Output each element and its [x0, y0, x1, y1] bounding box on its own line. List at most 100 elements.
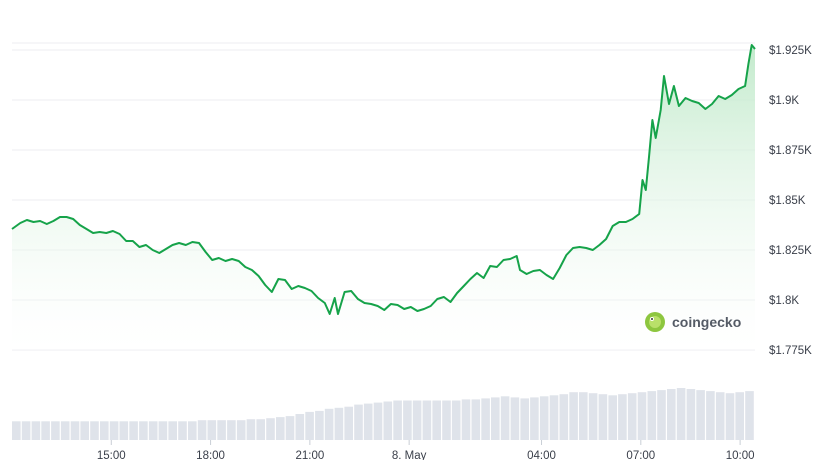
coingecko-watermark: coingecko — [645, 312, 741, 332]
volume-bar — [51, 421, 60, 440]
y-axis: $1.775K $1.8K $1.825K $1.85K $1.875K $1.9K $1.… — [769, 45, 812, 357]
volume-bar — [725, 393, 735, 440]
volume-bar — [246, 419, 256, 440]
volume-bar — [676, 388, 686, 440]
volume-bar — [324, 408, 334, 440]
volume-bar — [363, 403, 373, 440]
volume-bar — [598, 394, 608, 440]
volume-bar — [119, 421, 129, 440]
volume-bar — [109, 421, 119, 440]
x-tick-label: 07:00 — [626, 450, 655, 460]
volume-bar — [354, 404, 363, 440]
volume-bar — [491, 397, 500, 440]
volume-bar — [393, 400, 402, 440]
volume-bar — [422, 400, 432, 440]
volume-bar — [266, 418, 275, 440]
volume-bar — [686, 389, 696, 440]
y-tick-label: $1.85K — [769, 195, 806, 207]
volume-bar — [647, 391, 657, 440]
volume-bar — [735, 392, 744, 440]
volume-bar — [530, 397, 539, 440]
y-tick-label: $1.9K — [769, 95, 799, 107]
volume-bar — [715, 392, 725, 440]
volume-bar — [197, 420, 207, 440]
x-tick-label: 15:00 — [97, 450, 126, 460]
volume-bar — [90, 421, 99, 440]
volume-bar — [481, 398, 490, 440]
volume-bar — [627, 393, 637, 440]
volume-bar — [442, 400, 451, 440]
volume-bar — [383, 401, 393, 440]
volume-bar — [305, 411, 314, 440]
x-tick-label: 21:00 — [295, 450, 324, 460]
volume-bar — [745, 391, 754, 440]
volume-bar — [344, 406, 353, 440]
volume-bar — [70, 421, 80, 440]
volume-bar — [217, 420, 226, 440]
volume-bar — [129, 421, 138, 440]
volume-bar — [80, 421, 89, 440]
y-tick-label: $1.775K — [769, 345, 812, 357]
volume-bar — [31, 421, 41, 440]
y-tick-label: $1.825K — [769, 245, 812, 257]
volume-bar — [256, 419, 265, 440]
volume-bar — [315, 410, 324, 440]
volume-bar — [100, 421, 109, 440]
volume-bar — [696, 390, 705, 440]
volume-bar — [471, 399, 481, 440]
volume-bar — [158, 421, 168, 440]
brand-name: coingecko — [672, 314, 741, 330]
volume-bar — [510, 397, 520, 440]
x-tick-label: 8. May — [392, 450, 427, 460]
volume-bar — [139, 421, 148, 440]
volume-bar — [432, 400, 441, 440]
volume-bar — [588, 393, 598, 440]
volume-bar — [539, 396, 549, 440]
x-tick-label: 10:00 — [726, 450, 755, 460]
volume-bar — [373, 402, 383, 440]
volume-bar — [569, 392, 578, 440]
price-line-group[interactable] — [11, 44, 756, 315]
volume-bar — [667, 389, 676, 440]
x-tick-label: 18:00 — [196, 450, 225, 460]
volume-bars — [12, 388, 754, 440]
volume-bar — [559, 394, 569, 440]
y-tick-label: $1.8K — [769, 295, 799, 307]
volume-bar — [500, 396, 510, 440]
volume-bar — [403, 400, 412, 440]
volume-bar — [178, 421, 187, 440]
volume-bar — [236, 420, 246, 440]
volume-bar — [168, 421, 177, 440]
volume-bar — [285, 416, 295, 440]
volume-bar — [21, 421, 31, 440]
volume-bar — [188, 421, 197, 440]
volume-bar — [12, 421, 21, 440]
x-tick-label: 04:00 — [527, 450, 556, 460]
volume-bar — [549, 395, 559, 440]
volume-bar — [637, 392, 647, 440]
volume-bar — [207, 420, 217, 440]
volume-bar — [41, 421, 50, 440]
volume-bar — [520, 398, 529, 440]
price-area-fill — [12, 45, 755, 350]
volume-bar — [451, 400, 461, 440]
volume-bar — [60, 421, 70, 440]
y-tick-label: $1.875K — [769, 145, 812, 157]
volume-bar — [579, 392, 588, 440]
x-axis: 15:00 18:00 21:00 8. May 04:00 07:00 10:00 — [97, 440, 755, 460]
volume-bar — [334, 407, 344, 440]
volume-bar — [276, 417, 285, 440]
price-line[interactable] — [11, 44, 756, 315]
volume-bar — [295, 414, 305, 440]
y-tick-label: $1.925K — [769, 45, 812, 57]
volume-bar — [706, 391, 715, 440]
volume-bar — [461, 399, 471, 440]
volume-bar — [148, 421, 158, 440]
volume-bar — [618, 394, 627, 440]
volume-bar — [412, 400, 422, 440]
volume-bar — [608, 395, 617, 440]
volume-bar — [657, 390, 666, 440]
volume-bar — [227, 420, 236, 440]
coingecko-logo-icon — [645, 312, 665, 332]
